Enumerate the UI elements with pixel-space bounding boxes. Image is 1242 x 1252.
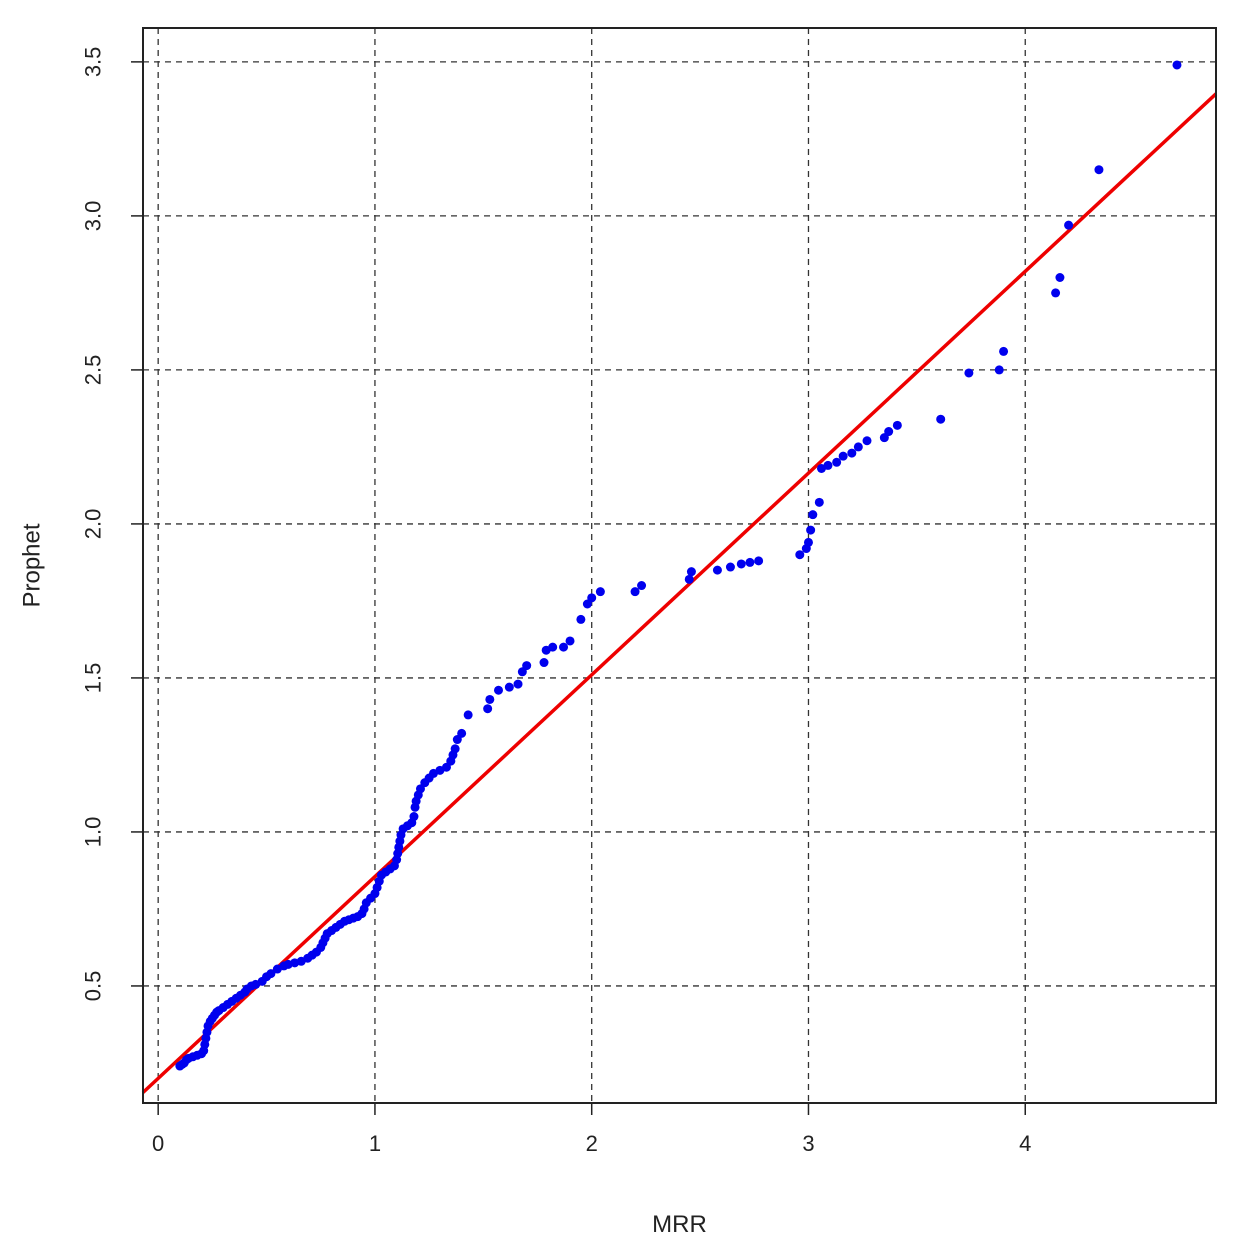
data-point [483, 704, 493, 714]
data-point [754, 556, 764, 566]
y-tick-label: 1.5 [81, 663, 106, 694]
data-point [559, 642, 569, 652]
data-point [504, 682, 514, 692]
data-point [725, 562, 735, 572]
data-point [892, 420, 902, 430]
data-point [630, 587, 640, 597]
data-point [409, 812, 419, 822]
data-point [712, 565, 722, 575]
y-tick-label: 3.0 [81, 201, 106, 232]
x-tick-label: 1 [369, 1131, 381, 1156]
data-point [862, 436, 872, 446]
data-point [637, 581, 647, 591]
data-point [1055, 272, 1065, 282]
data-point [999, 346, 1009, 356]
data-point [936, 414, 946, 424]
y-tick-label: 2.5 [81, 355, 106, 386]
data-point [803, 537, 813, 547]
data-point [853, 442, 863, 452]
data-point [513, 679, 523, 689]
data-point [548, 642, 558, 652]
data-point [806, 525, 816, 535]
fit-line [141, 92, 1218, 1094]
data-point [457, 728, 467, 738]
data-point [522, 661, 532, 671]
data-point [539, 658, 549, 668]
data-points [175, 60, 1182, 1071]
data-point [576, 614, 586, 624]
y-axis-title: Prophet [19, 523, 46, 607]
data-point [736, 559, 746, 569]
data-point [814, 497, 824, 507]
data-point [1094, 165, 1104, 175]
data-point [964, 368, 974, 378]
x-tick-label: 4 [1019, 1131, 1031, 1156]
y-tick-label: 0.5 [81, 971, 106, 1002]
data-point [684, 574, 694, 584]
data-point [823, 460, 833, 470]
data-point [808, 510, 818, 520]
plot-frame [142, 27, 1217, 1104]
y-tick-label: 1.0 [81, 817, 106, 848]
data-point [1051, 288, 1061, 298]
data-point [847, 448, 857, 458]
data-point [832, 457, 842, 467]
x-tick-label: 3 [802, 1131, 814, 1156]
data-point [795, 550, 805, 560]
data-point [838, 451, 848, 461]
x-tick-label: 2 [586, 1131, 598, 1156]
data-point [266, 969, 276, 979]
data-point [587, 593, 597, 603]
data-point [595, 587, 605, 597]
data-point [450, 744, 460, 754]
data-point [745, 557, 755, 567]
fit-line-group [141, 92, 1218, 1094]
data-point [463, 710, 473, 720]
x-axis-title: MRR [652, 1211, 707, 1238]
axes: 0 1 2 3 4 0.5 1.0 1.5 2.0 2.5 3.0 3.5 [81, 47, 1032, 1156]
y-tick-label: 2.0 [81, 509, 106, 540]
grid-lines [143, 28, 1216, 1103]
data-point [1064, 220, 1074, 230]
x-tick-label: 0 [152, 1131, 164, 1156]
data-point [565, 636, 575, 646]
data-point [493, 685, 503, 695]
data-point [1172, 60, 1182, 70]
data-point [686, 567, 696, 577]
y-tick-label: 3.5 [81, 47, 106, 78]
data-point [994, 365, 1004, 375]
data-point [485, 694, 495, 704]
data-point [884, 427, 894, 437]
